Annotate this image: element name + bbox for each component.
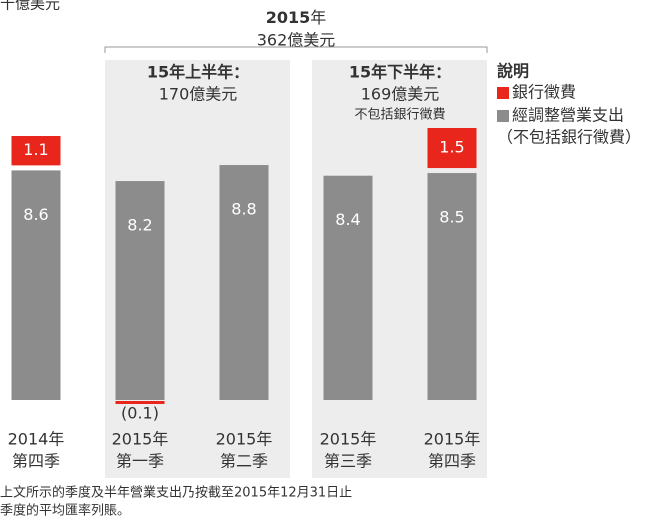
legend-label: 經調整營業支出: [512, 106, 624, 125]
bar-label: 8.2: [127, 216, 152, 235]
bar-label: 8.4: [335, 210, 360, 229]
bar: [427, 128, 477, 169]
legend-swatch: [497, 110, 509, 122]
bar-label: 8.8: [231, 200, 256, 219]
footnote: 上文所示的季度及半年營業支出乃按截至2015年12月31日止: [0, 485, 352, 501]
panel-total: 170億美元: [159, 85, 238, 104]
x-tick-label: 2015年: [112, 430, 169, 449]
bar-label: 8.6: [23, 205, 48, 224]
bar-label: 1.5: [439, 138, 464, 157]
x-tick-label: 2014年: [8, 430, 65, 449]
x-tick-label: 2015年: [216, 430, 273, 449]
panel-title: 15年上半年：: [147, 63, 249, 82]
legend-swatch: [497, 87, 509, 99]
bar: [115, 401, 165, 404]
unit-label: 十億美元: [0, 0, 60, 13]
bar-label: 8.5: [439, 208, 464, 227]
x-tick-sublabel: 第三季: [324, 452, 372, 471]
x-tick-label: 2015年: [424, 430, 481, 449]
x-tick-label: 2015年: [320, 430, 377, 449]
bar: [323, 175, 373, 400]
panel-title: 15年下半年：: [349, 63, 451, 82]
x-tick-sublabel: 第二季: [220, 452, 268, 471]
x-tick-sublabel: 第一季: [116, 452, 164, 471]
legend-note: （不包括銀行徵費）: [497, 128, 641, 147]
period-label: 2015年: [266, 8, 327, 27]
bar-label: 1.1: [23, 140, 48, 159]
period-year: 2015: [266, 8, 311, 27]
legend-title: 說明: [497, 62, 529, 81]
panel-note: 不包括銀行徵費: [354, 108, 445, 123]
bar: [427, 173, 477, 400]
bar: [11, 136, 61, 166]
period-total: 362億美元: [257, 31, 336, 50]
x-tick-sublabel: 第四季: [12, 452, 60, 471]
footnote: 季度的平均匯率列賬。: [0, 503, 130, 519]
bar-label: (0.1): [121, 404, 159, 423]
panel-total: 169億美元: [361, 85, 440, 104]
legend-label: 銀行徵費: [512, 83, 576, 102]
bar: [219, 165, 269, 400]
period-suffix: 年: [310, 8, 326, 27]
x-tick-sublabel: 第四季: [428, 452, 476, 471]
bar: [11, 170, 61, 400]
bar: [115, 181, 165, 400]
bracket: [104, 46, 488, 53]
